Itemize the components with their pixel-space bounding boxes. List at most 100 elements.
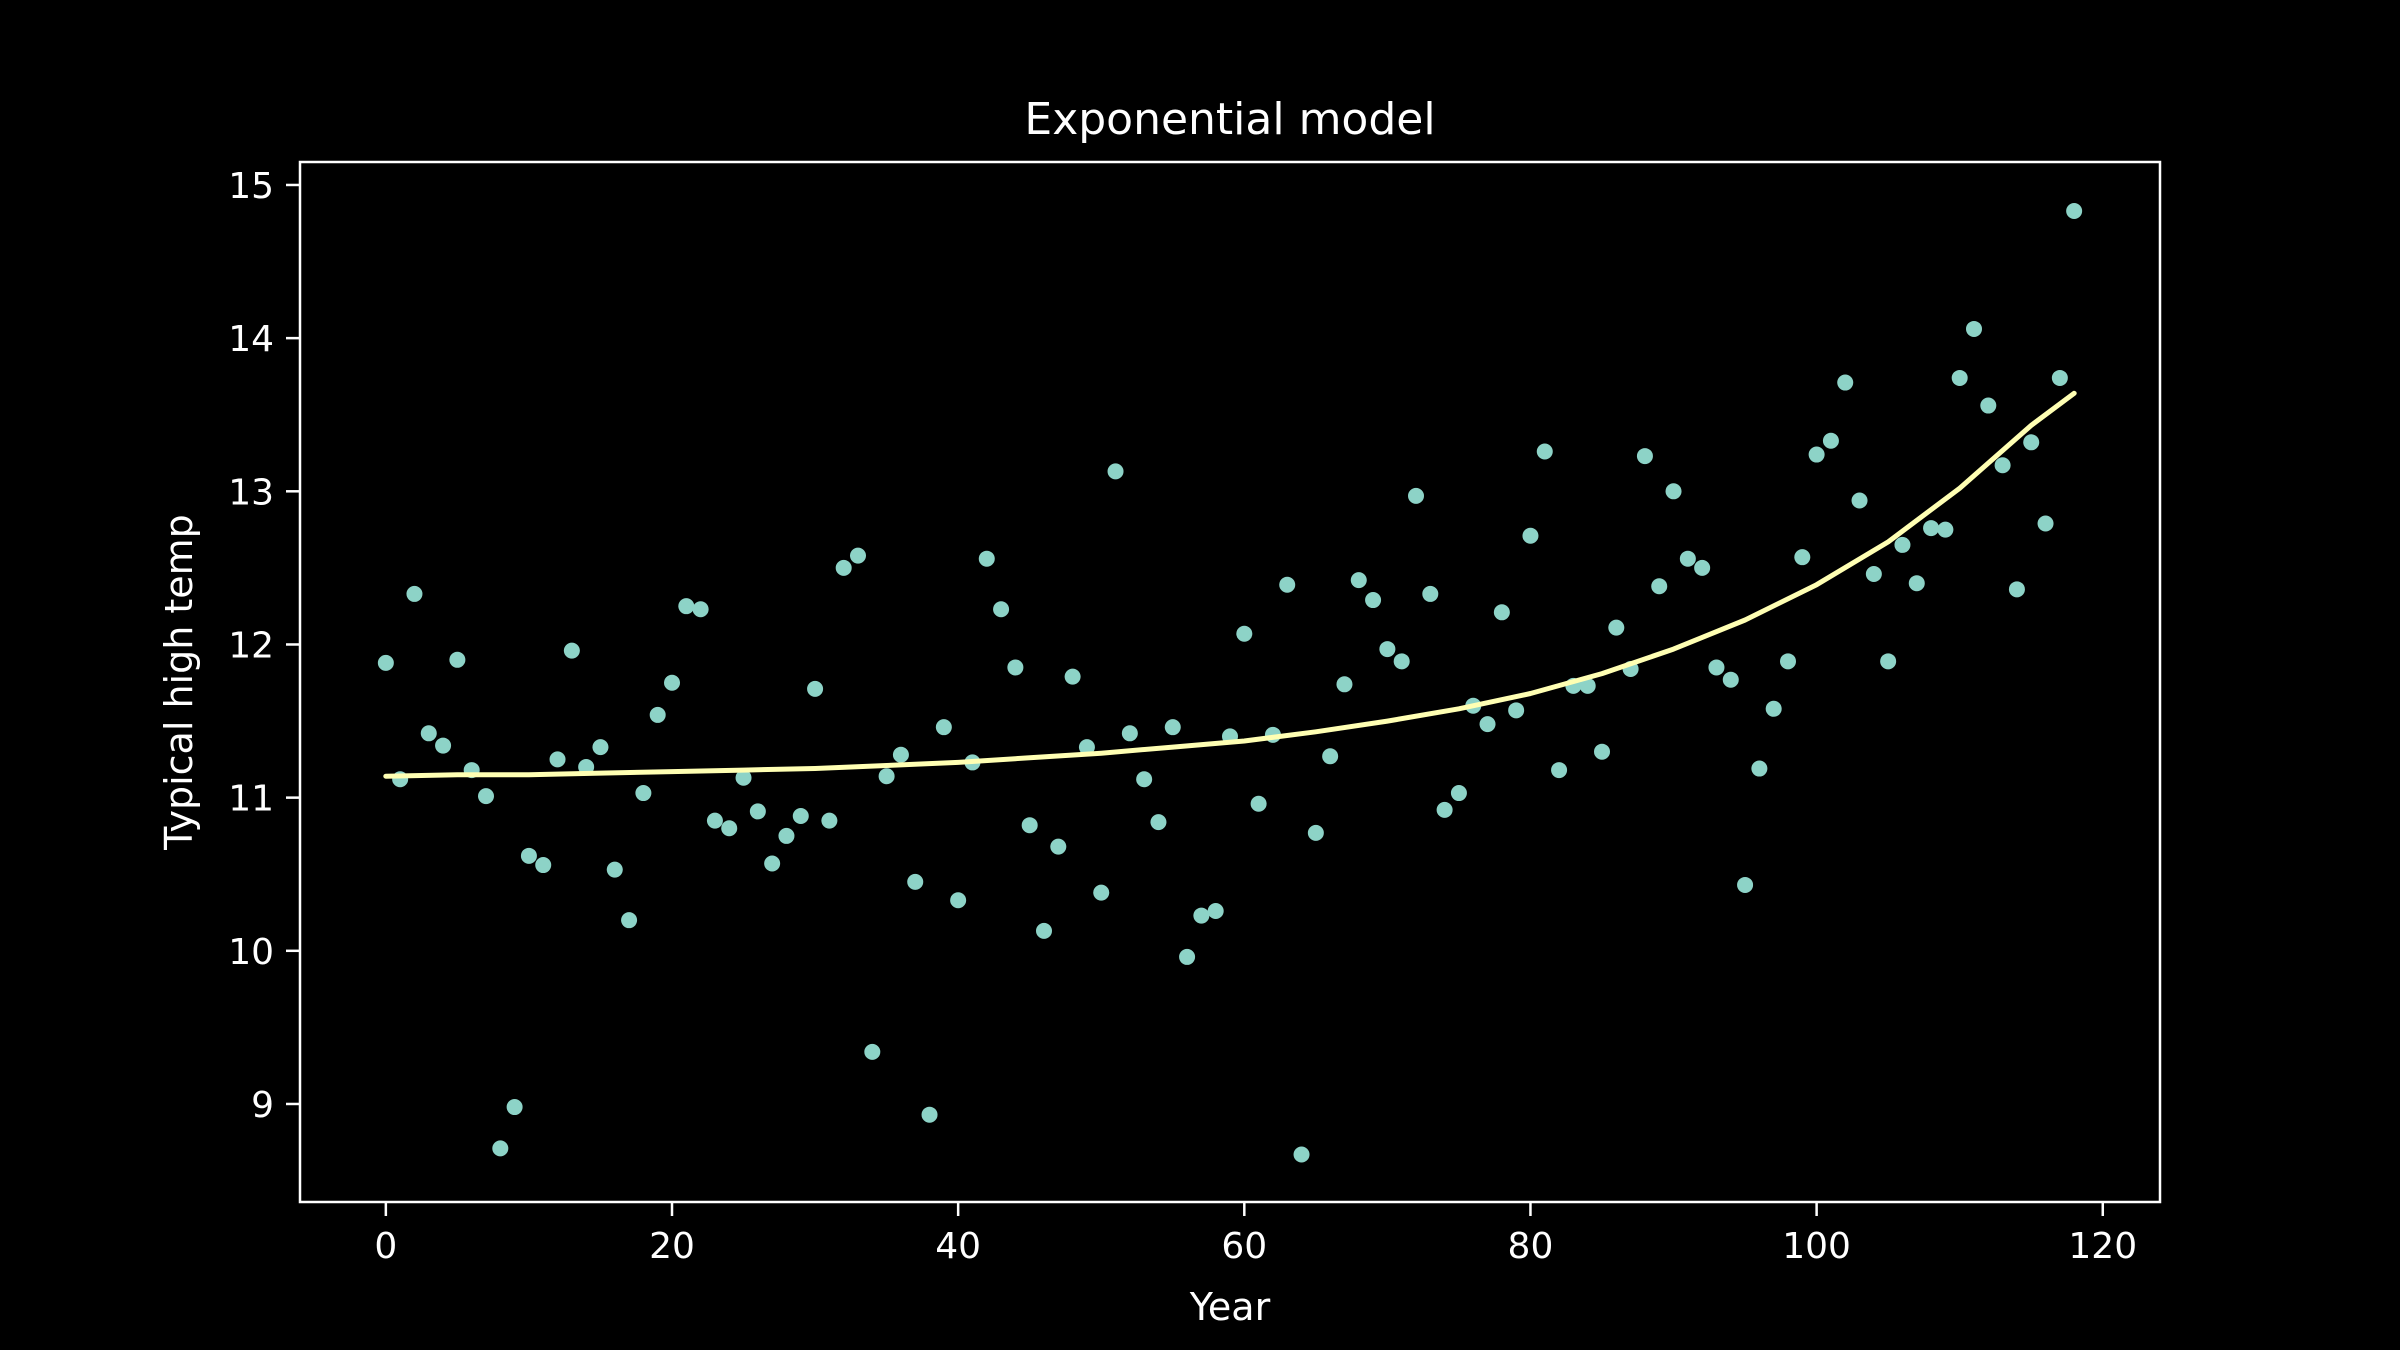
data-point — [1679, 550, 1696, 567]
data-point — [1436, 801, 1453, 818]
y-tick-label: 11 — [228, 779, 274, 820]
data-point — [721, 820, 738, 837]
x-tick-label: 60 — [1221, 1226, 1267, 1267]
data-point — [864, 1043, 881, 1060]
data-point — [1594, 743, 1610, 760]
data-point — [535, 857, 552, 874]
x-tick-label: 0 — [374, 1226, 397, 1267]
data-point — [1694, 559, 1711, 576]
chart-title: Exponential model — [1024, 94, 1435, 145]
data-point — [878, 768, 895, 785]
data-point — [377, 654, 394, 671]
data-point — [1136, 771, 1153, 788]
data-point — [1751, 760, 1768, 777]
data-point — [1737, 876, 1754, 893]
data-point — [1651, 578, 1668, 595]
data-point — [1078, 739, 1095, 756]
x-tick-label: 120 — [2068, 1226, 2137, 1267]
data-point — [792, 808, 809, 825]
data-point — [1966, 320, 1982, 337]
x-axis-label: Year — [1189, 1285, 1271, 1329]
y-tick-label: 14 — [228, 319, 274, 360]
y-axis-label: Typical high temp — [157, 514, 201, 851]
data-point — [435, 737, 452, 754]
x-tick-label: 80 — [1508, 1226, 1554, 1267]
y-tick-label: 15 — [228, 166, 274, 207]
axes-frame — [298, 160, 2162, 1204]
data-point — [1350, 572, 1367, 589]
data-point — [1937, 521, 1954, 538]
data-point — [1665, 483, 1682, 500]
data-point — [1880, 653, 1897, 670]
data-point — [520, 847, 537, 864]
data-point — [1908, 575, 1925, 592]
data-point — [850, 547, 866, 564]
data-point — [1307, 824, 1324, 841]
data-point — [1822, 432, 1839, 449]
data-point — [1379, 641, 1396, 658]
data-point — [778, 827, 795, 844]
y-tick-label: 12 — [228, 625, 274, 666]
data-point — [1780, 653, 1796, 670]
data-point — [478, 788, 494, 805]
x-tick-label: 20 — [649, 1226, 695, 1267]
data-point — [706, 812, 723, 829]
x-tick-label: 100 — [1782, 1226, 1851, 1267]
data-point — [2008, 581, 2025, 598]
data-point — [1536, 443, 1553, 460]
x-tick-label: 40 — [935, 1226, 981, 1267]
data-point — [1322, 748, 1339, 765]
data-point — [1036, 922, 1052, 939]
data-point — [950, 892, 967, 909]
data-point — [993, 601, 1010, 618]
y-tick-label: 10 — [228, 932, 274, 973]
data-point — [506, 1099, 523, 1116]
data-point — [1894, 536, 1911, 553]
data-point — [1794, 549, 1811, 566]
data-point — [692, 601, 709, 618]
data-point — [921, 1106, 938, 1123]
data-point — [1107, 463, 1124, 480]
fit-line — [383, 390, 2077, 779]
data-point — [664, 674, 680, 691]
data-point — [1064, 668, 1081, 685]
data-point — [1479, 716, 1496, 733]
data-point — [1579, 677, 1596, 694]
data-point — [1336, 676, 1353, 693]
data-point — [420, 725, 437, 742]
data-point — [1980, 397, 1997, 414]
data-point — [935, 719, 952, 736]
data-point — [907, 873, 924, 890]
plot-area: 0 20 40 60 80 100 120 9 10 11 12 13 14 15 — [228, 160, 2162, 1267]
data-point — [1250, 795, 1267, 812]
data-point — [807, 680, 824, 697]
data-point — [1837, 374, 1854, 391]
data-point — [1422, 585, 1439, 602]
data-point — [1193, 907, 1210, 924]
data-point — [1551, 762, 1568, 779]
data-point — [1408, 487, 1424, 504]
data-point — [1708, 659, 1725, 676]
data-point — [621, 912, 638, 929]
data-point — [1508, 702, 1525, 719]
data-point — [1207, 902, 1224, 919]
data-point — [1722, 671, 1739, 688]
data-point — [606, 861, 623, 878]
data-point — [1179, 948, 1196, 965]
data-point — [2037, 515, 2054, 532]
data-point — [1923, 520, 1940, 537]
data-point — [735, 769, 752, 786]
data-point — [835, 559, 852, 576]
data-point — [1951, 369, 1968, 386]
data-point — [1865, 566, 1882, 583]
data-point — [892, 746, 909, 763]
data-point — [1450, 785, 1467, 802]
data-point — [1093, 884, 1110, 901]
data-point — [1236, 625, 1253, 642]
data-point — [764, 855, 781, 872]
data-point — [563, 642, 580, 659]
data-point — [635, 785, 652, 802]
data-point — [649, 706, 666, 723]
